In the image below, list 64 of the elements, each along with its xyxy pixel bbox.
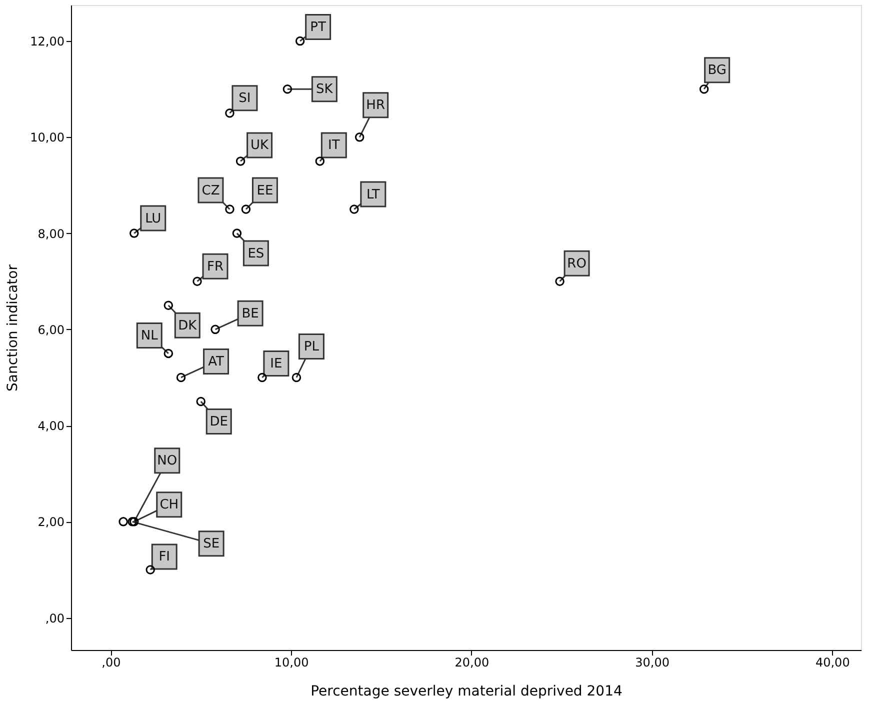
point [146, 565, 155, 574]
annotation: IT [328, 138, 340, 154]
point [210, 324, 220, 334]
point [699, 84, 709, 94]
annotation: AT [208, 354, 224, 370]
annotation: FR [207, 259, 224, 274]
y-tick-label: 10,00 [30, 130, 64, 145]
y-tick-label: 12,00 [30, 34, 64, 49]
annotation: NO [157, 454, 178, 469]
annotation: RO [567, 256, 586, 272]
point [225, 108, 234, 118]
annotation: EE [256, 183, 274, 198]
point [241, 204, 251, 214]
x-tick-label: ,00 [102, 656, 121, 670]
annotation: NL [140, 328, 159, 344]
annotation: CZ [202, 183, 220, 198]
annotation: BG [708, 63, 726, 78]
point [130, 228, 139, 238]
annotation: IE [270, 356, 282, 372]
x-tick-label: 30,00 [635, 656, 670, 670]
point [164, 300, 174, 310]
y-tick-label: 6,00 [38, 322, 64, 337]
y-axis-title: Sanction indicator [5, 264, 22, 392]
annotation: LU [145, 211, 162, 226]
point [236, 156, 246, 166]
annotation: HR [366, 98, 385, 114]
point [130, 517, 139, 526]
x-tick-label: 20,00 [454, 656, 490, 670]
x-axis-title: Percentage severley material deprived 2014 [310, 684, 622, 700]
y-tick-label: 4,00 [38, 419, 64, 434]
point [192, 276, 202, 286]
annotation: UK [250, 138, 270, 154]
annotation: PT [310, 20, 326, 36]
point [225, 204, 234, 214]
annotation: SI [238, 91, 251, 106]
point [282, 84, 292, 94]
annotation: LT [366, 187, 380, 202]
point [128, 517, 137, 526]
point [164, 348, 174, 358]
y-tick-label: 2,00 [38, 515, 64, 530]
annotation: DK [178, 318, 198, 334]
point [315, 156, 325, 166]
point [295, 36, 305, 46]
annotation: FI [158, 550, 170, 565]
x-tick-label: 10,00 [274, 656, 309, 670]
annotation: PL [304, 339, 320, 354]
point [258, 372, 267, 382]
annotation: SK [316, 82, 334, 98]
annotation: CH [160, 498, 179, 513]
annotation: ES [248, 246, 264, 262]
point [118, 517, 128, 526]
annotation: SE [203, 536, 220, 552]
point [176, 372, 186, 382]
point [232, 228, 242, 238]
y-tick-label: ,00 [45, 611, 64, 626]
y-tick-label: 8,00 [38, 226, 64, 241]
point [196, 396, 206, 406]
point [350, 204, 359, 214]
point [354, 132, 364, 142]
x-tick-label: 40,00 [815, 656, 850, 670]
point [555, 276, 564, 286]
point [292, 372, 302, 382]
annotation: DE [210, 414, 228, 430]
annotation: BE [242, 306, 259, 322]
